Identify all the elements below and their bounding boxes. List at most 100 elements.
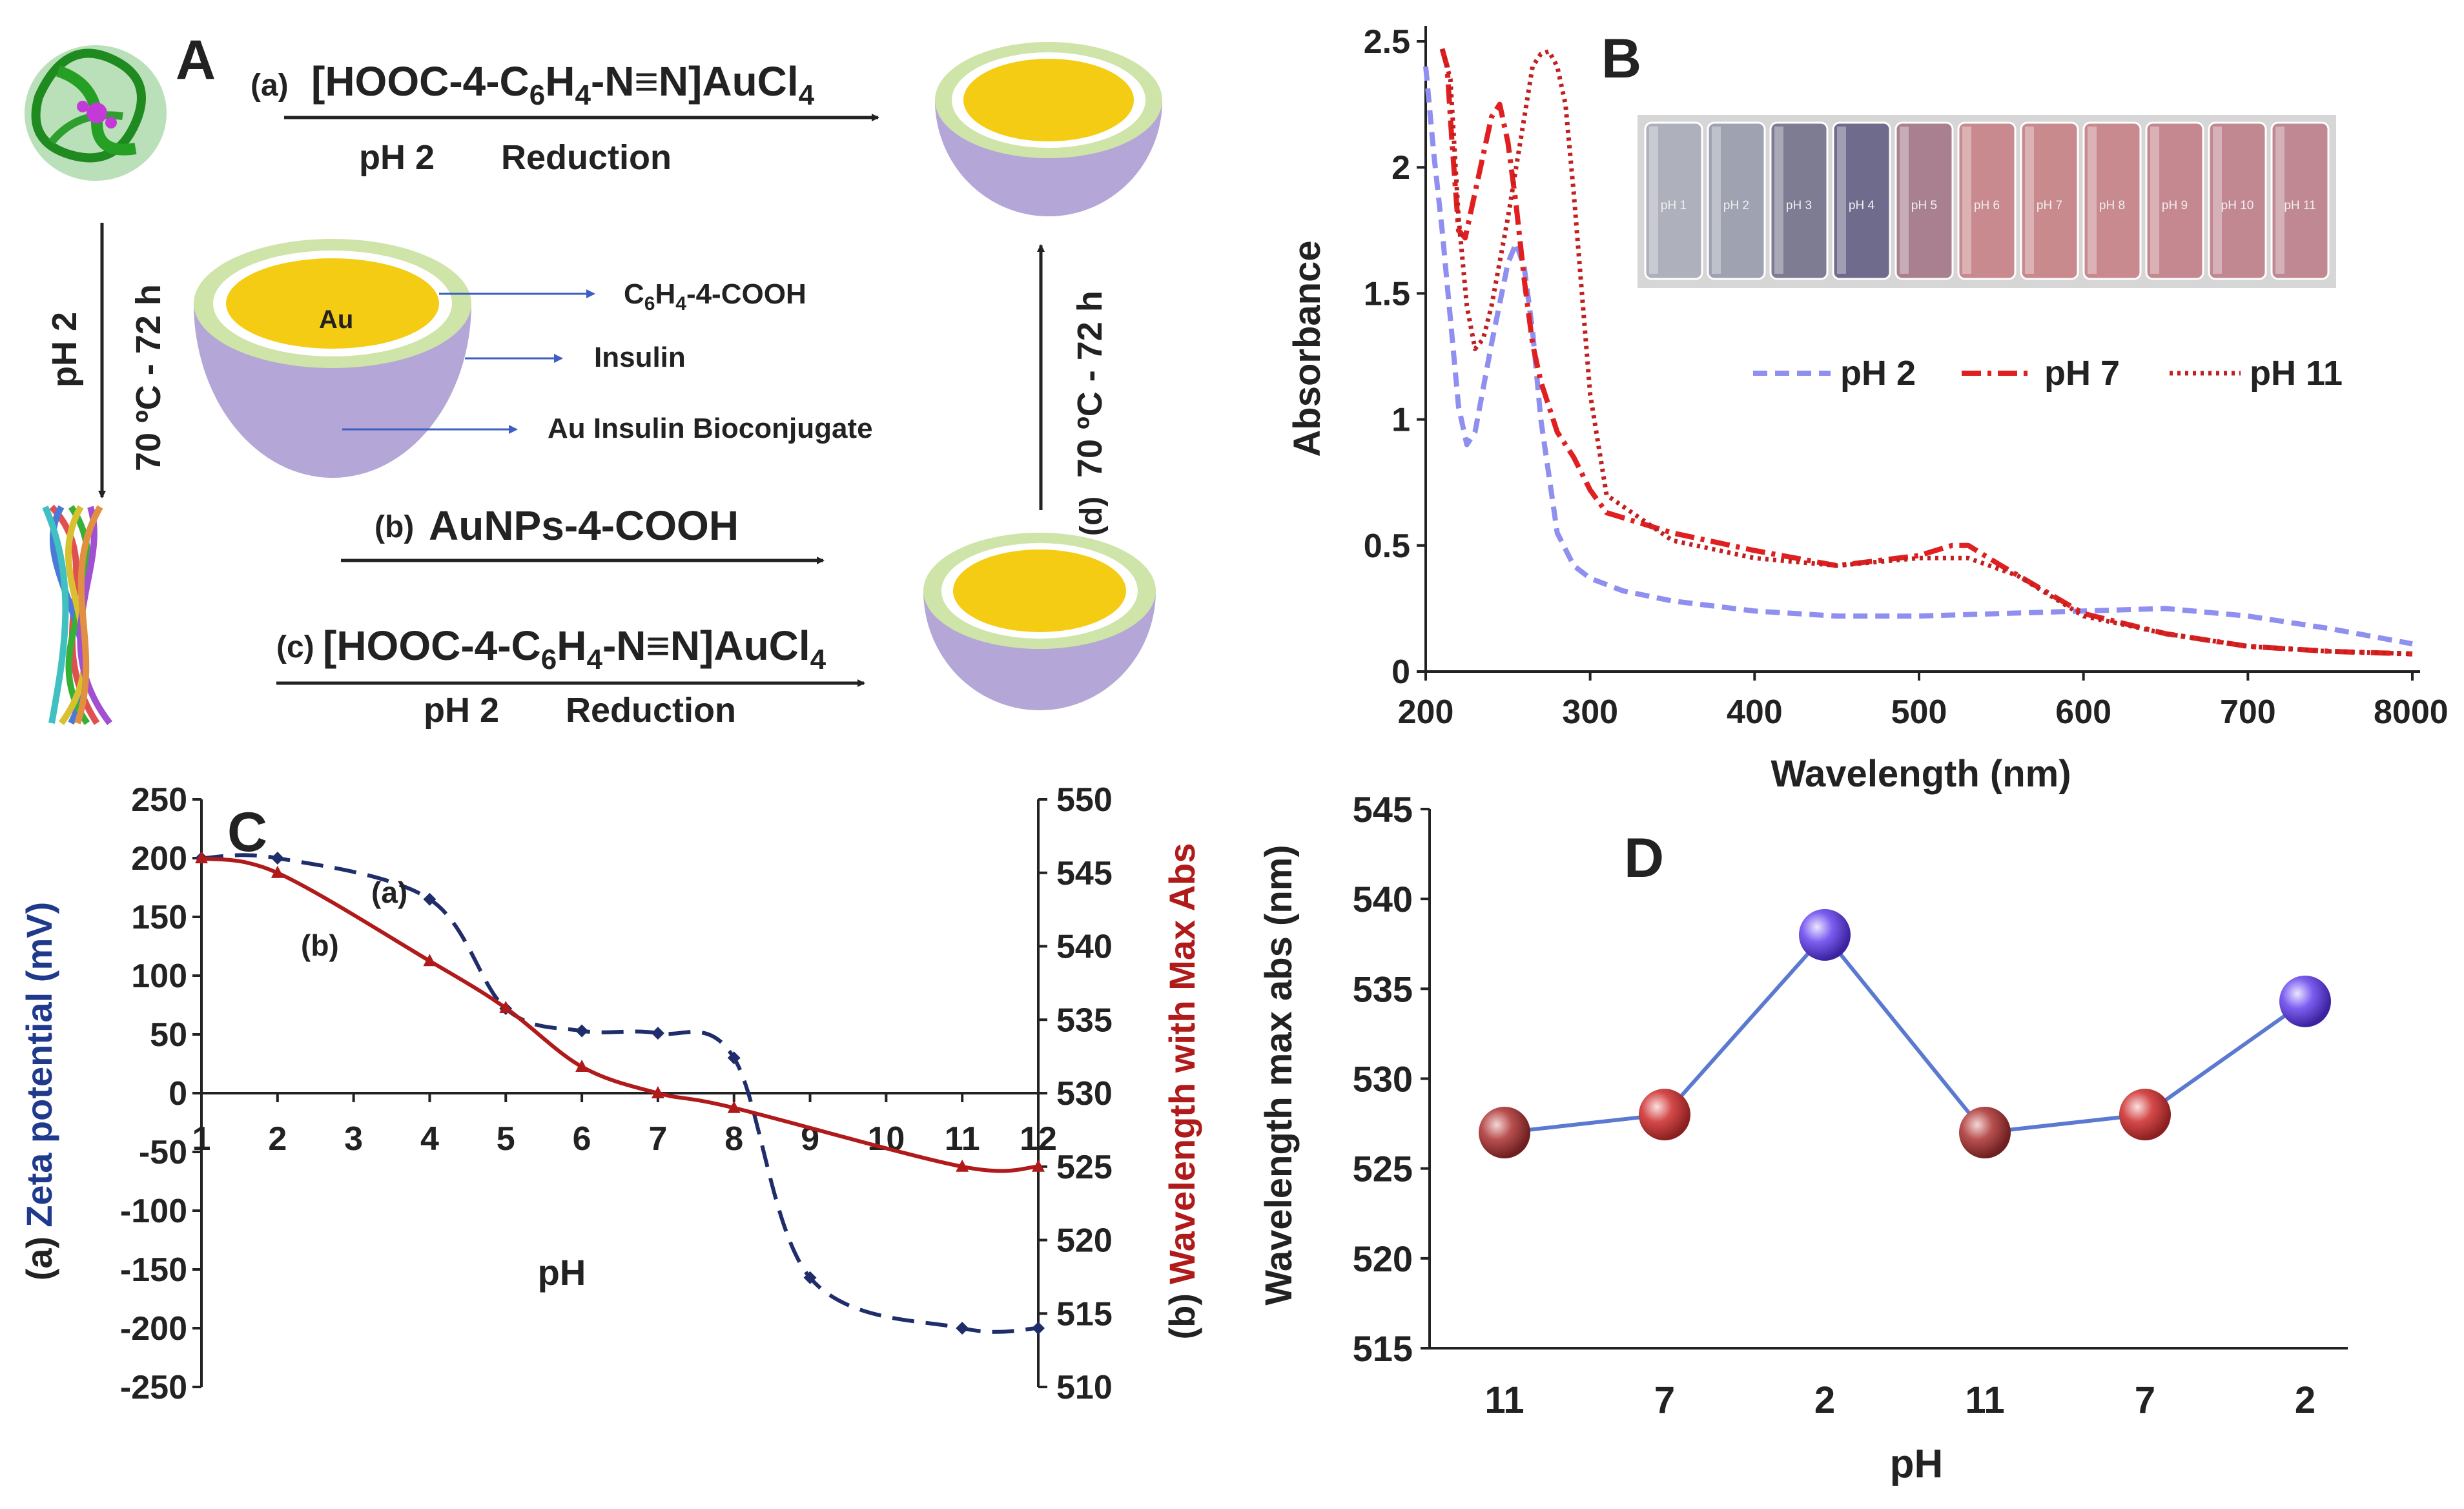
legend-bioconjugate: Au Insulin Bioconjugate (548, 413, 873, 444)
d-xtick-label: 11 (1965, 1379, 2004, 1421)
b-ylabel: Absorbance (1286, 240, 1328, 457)
b-legend-ph2: pH 2 (1840, 354, 1916, 393)
b-inset-vial-highlight (2025, 127, 2034, 274)
b-inset-vial (1707, 121, 1766, 280)
b-inset-vial-label: pH 11 (2284, 199, 2315, 212)
c-right-tick-label: 515 (1056, 1295, 1113, 1333)
b-ytick-label: 0 (1391, 653, 1410, 691)
step-a-tag: (a) (251, 68, 289, 103)
b-ytick-label: 2.5 (1364, 23, 1410, 61)
step-d-cond: 70 ºC - 72 h (1071, 291, 1109, 478)
b-series-line-ph2 (1423, 66, 2413, 647)
left-arrow-cond2: 70 ºC - 72 h (129, 284, 168, 471)
b-inset-vial (1769, 121, 1829, 280)
b-ytick-label: 0.5 (1364, 528, 1410, 565)
c-x-ticks: 1 2 3 4 5 6 7 8 9 10 11 12 (192, 1093, 1057, 1158)
d-xtick-label: 11 (1484, 1379, 1524, 1421)
step-a-cond2: Reduction (501, 138, 672, 177)
d-ytick-label: 545 (1353, 789, 1413, 830)
d-point-marker (1639, 1089, 1690, 1141)
b-inset-vial-highlight (2088, 127, 2097, 274)
c-point-b (727, 1100, 741, 1113)
c-left-ticks: 250 200 150 100 50 0 -50 -100 -150 -200 -250 (120, 781, 201, 1406)
b-inset-vials: pH 1 pH 2 pH 3 pH 4 pH 5 pH 6 pH 7 pH 8 pH 9 pH 1… (1644, 121, 2330, 280)
b-inset-vial (2082, 121, 2142, 280)
step-c-tag: (c) (276, 630, 314, 664)
b-inset-vial-highlight (2213, 127, 2222, 274)
b-inset-vial-label: pH 6 (1974, 199, 2000, 212)
b-inset-vial-label: pH 8 (2099, 199, 2125, 212)
c-right-tick-label: 535 (1056, 1001, 1113, 1039)
c-right-tick-label: 510 (1056, 1369, 1113, 1406)
hemisphere-legend: C6H4-4-COOH Insulin Au Insulin Bioconjug… (342, 278, 873, 444)
panel-c: C 250 200 150 100 50 0 -50 -100 -150 -200 -250 550… (19, 781, 1202, 1406)
insulin-fibril-icon (42, 504, 112, 726)
c-point-b (1032, 1159, 1045, 1172)
c-right-ticks: 550 545 540 535 530 525 520 515 510 (1038, 781, 1113, 1406)
d-ytick-label: 540 (1353, 879, 1413, 919)
c-series-line-a (201, 853, 1039, 1334)
c-point-a (803, 1271, 817, 1284)
c-ylabel-left: (a)Zeta potential (mV) (19, 902, 59, 1280)
c-left-tick-label: 150 (131, 899, 187, 936)
d-ytick-label: 535 (1353, 969, 1413, 1009)
d-ytick-label: 530 (1353, 1059, 1413, 1100)
b-inset-vial-highlight (2275, 127, 2284, 274)
d-y-ticks: 545 540 535 530 525 520 515 (1353, 789, 1430, 1369)
d-xtick-label: 7 (1654, 1379, 1675, 1421)
step-c-cond2: Reduction (566, 691, 736, 730)
d-ytick-label: 525 (1353, 1149, 1413, 1189)
b-ytick-label: 2 (1391, 149, 1410, 187)
step-b-reagent: AuNPs-4-COOH (429, 502, 739, 549)
b-series (1423, 48, 2413, 657)
c-left-tick-label: -200 (120, 1310, 187, 1348)
step-c-reagent: [HOOC-4-C6H4-N≡N]AuCl4 (323, 622, 826, 675)
c-left-tick-label: 100 (131, 958, 187, 995)
c-annotation-b: (b) (301, 929, 339, 962)
b-xtick-label: 500 (1891, 693, 1947, 731)
c-series (195, 851, 1045, 1335)
c-right-tick-label: 530 (1056, 1075, 1113, 1113)
b-xtick-label: 300 (1562, 693, 1618, 731)
c-point-b (651, 1086, 664, 1098)
b-ytick-label: 1.5 (1364, 275, 1410, 313)
d-series (1479, 908, 2331, 1158)
step-b-tag: (b) (375, 510, 414, 544)
c-point-a (651, 1027, 664, 1040)
b-xlabel: Wavelength (nm) (1771, 753, 2071, 795)
c-point-a (575, 1024, 589, 1038)
d-x-ticks: 11 7 2 11 7 2 (1484, 1379, 2315, 1421)
c-ylabel-right: (b)Wavelength with Max Abs (1162, 843, 1202, 1340)
step-b: (b) AuNPs-4-COOH (341, 502, 825, 564)
b-inset-photo: pH 1 pH 2 pH 3 pH 4 pH 5 pH 6 pH 7 pH 8 pH 9 pH 1… (1638, 115, 2336, 288)
legend-insulin: Insulin (594, 342, 686, 373)
c-x-tick-label: 6 (573, 1120, 591, 1158)
d-point-marker (2119, 1089, 2171, 1141)
b-inset-vial (2270, 121, 2330, 280)
c-point-a (1032, 1322, 1045, 1335)
b-inset-vial-label: pH 1 (1661, 199, 1687, 212)
b-inset-vial (1832, 121, 1891, 280)
insulin-protein-icon (25, 45, 167, 181)
d-xlabel: pH (1890, 1442, 1944, 1486)
b-inset-vial (2145, 121, 2204, 280)
b-inset-vial-label: pH 10 (2221, 199, 2254, 212)
b-xtick-label: 200 (1398, 693, 1454, 731)
b-inset-vial-label: pH 3 (1786, 199, 1812, 212)
b-ytick-label: 1 (1391, 402, 1410, 439)
c-point-a (271, 852, 284, 865)
b-xtick-label: 700 (2220, 693, 2276, 731)
c-left-tick-label: -250 (120, 1369, 187, 1406)
legend-ligand: C6H4-4-COOH (624, 278, 806, 314)
b-xtick-label: 400 (1727, 693, 1783, 731)
step-a-cond1: pH 2 (359, 138, 435, 177)
c-point-a (727, 1051, 741, 1065)
b-inset-vial (1894, 121, 1954, 280)
b-inset-vial-highlight (1962, 127, 1971, 274)
b-series-line-ph7 (1439, 48, 2413, 657)
c-point-a (423, 892, 436, 906)
step-c-cond1: pH 2 (424, 691, 499, 730)
c-left-tick-label: 200 (131, 840, 187, 878)
panel-d-label: D (1624, 827, 1664, 889)
